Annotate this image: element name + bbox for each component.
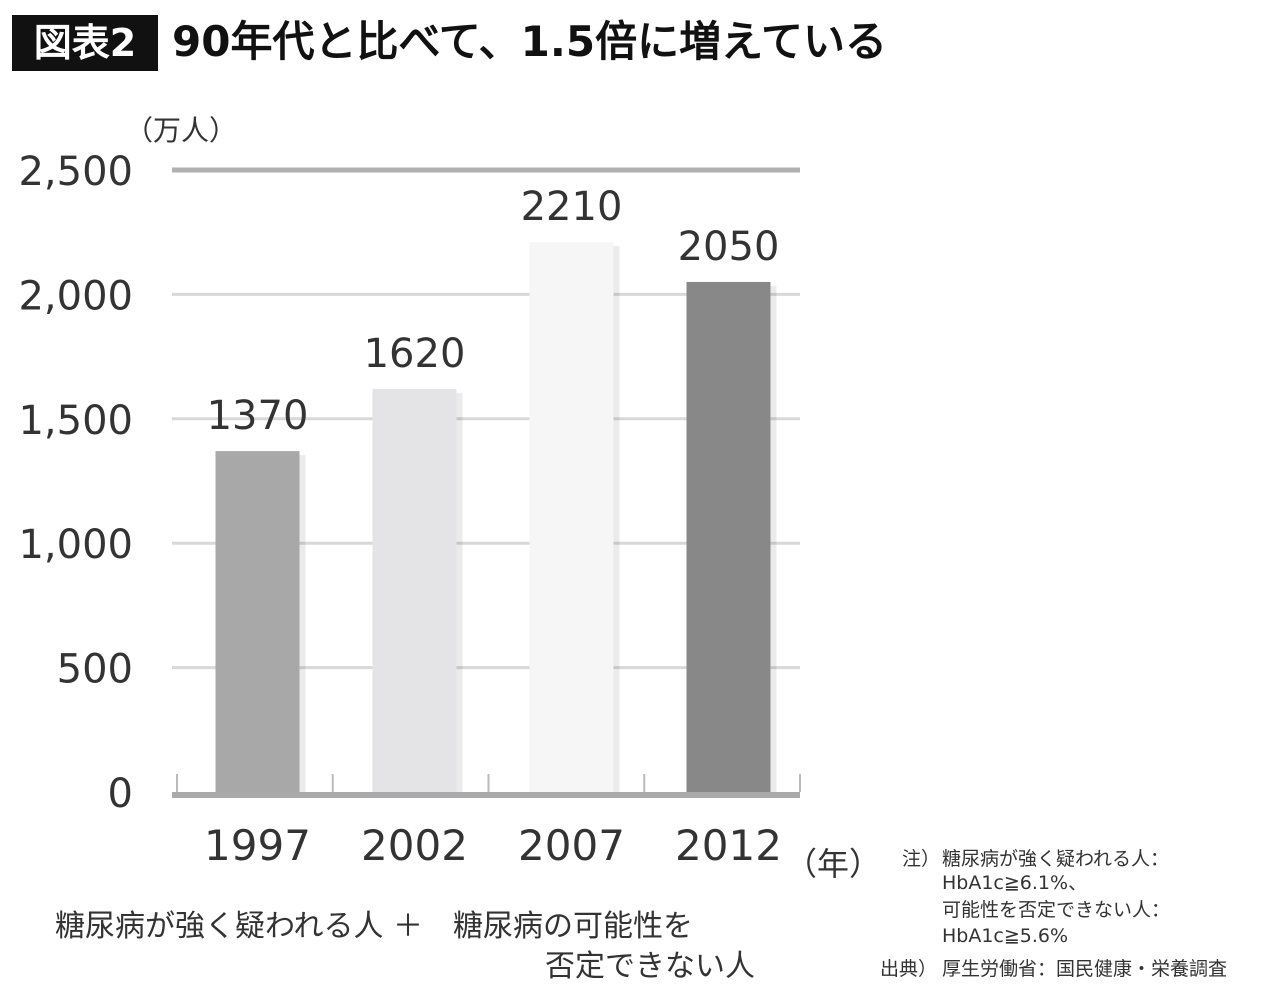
bar-1997 bbox=[215, 451, 300, 792]
data-label: 2210 bbox=[521, 184, 623, 230]
figure-badge: 図表2 bbox=[12, 15, 158, 71]
y-tick-label: 2,500 bbox=[18, 149, 133, 195]
note-line: HbA1c≧6.1%、 bbox=[942, 872, 1088, 894]
y-axis-unit: （万人） bbox=[125, 114, 237, 147]
x-axis-unit: （年） bbox=[785, 845, 881, 883]
x-tick-label: 2012 bbox=[675, 821, 782, 870]
data-label: 1370 bbox=[207, 393, 309, 439]
source-text: 厚生労働省：国民健康・栄養調査 bbox=[942, 958, 1228, 980]
legend-line-1: 糖尿病が強く疑われる人 ＋ 糖尿病の可能性を bbox=[55, 909, 694, 944]
y-tick-label: 0 bbox=[108, 771, 133, 817]
y-tick-label: 1,000 bbox=[18, 522, 133, 568]
data-label: 1620 bbox=[364, 331, 466, 377]
note-line: HbA1c≧5.6% bbox=[942, 925, 1069, 947]
chart-title: 90年代と比べて、1.5倍に増えている bbox=[172, 17, 887, 66]
y-tick-label: 1,500 bbox=[18, 398, 133, 444]
bar-2002 bbox=[372, 388, 457, 792]
note-line: 可能性を否定できない人： bbox=[942, 899, 1171, 921]
legend-line-2: 否定できない人 bbox=[545, 949, 755, 984]
data-label: 2050 bbox=[678, 224, 780, 270]
y-tick-label: 500 bbox=[57, 647, 133, 693]
x-tick-label: 1997 bbox=[204, 821, 311, 870]
y-tick-label: 2,000 bbox=[18, 273, 133, 319]
bar-2012 bbox=[686, 281, 771, 792]
x-tick-label: 2002 bbox=[361, 821, 468, 870]
source-label: 出典） bbox=[880, 958, 938, 980]
bar-2007 bbox=[529, 242, 614, 793]
x-tick-label: 2007 bbox=[518, 821, 625, 870]
note-line: 糖尿病が強く疑われる人： bbox=[942, 848, 1170, 870]
note-label: 注） bbox=[902, 848, 941, 870]
